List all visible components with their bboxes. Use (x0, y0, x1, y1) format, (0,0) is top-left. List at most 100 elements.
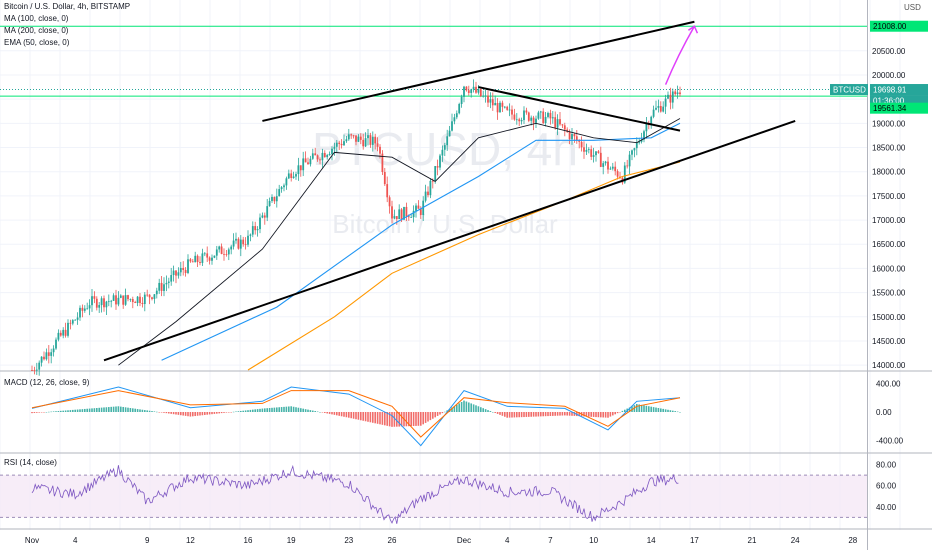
macd-histogram-bar (340, 412, 343, 417)
candle-body (283, 185, 285, 188)
candle-body (295, 174, 297, 177)
time-tick-label: Nov (25, 536, 39, 545)
macd-histogram-bar (396, 412, 398, 427)
macd-histogram-bar (177, 412, 180, 415)
macd-histogram-bar (535, 412, 537, 417)
candle-body (88, 305, 91, 309)
candle-body (91, 296, 93, 306)
candle-body (211, 257, 213, 261)
macd-histogram-bar (614, 412, 616, 415)
macd-histogram-bar (254, 409, 256, 412)
macd-histogram-bar (583, 412, 585, 417)
macd-histogram-bar (660, 408, 662, 412)
price-tick-label: 18000.00 (872, 168, 906, 177)
rsi-line (31, 464, 679, 524)
candle-body (71, 320, 74, 324)
candle-body (357, 136, 360, 142)
macd-histogram-bar (259, 408, 261, 412)
candle-body (206, 253, 209, 258)
candle-body (367, 135, 369, 139)
candle-body (465, 86, 468, 91)
watermark-name: Bitcoin / U.S. Dollar (332, 209, 558, 239)
candle-body (472, 86, 475, 90)
time-tick-label: 26 (388, 536, 397, 545)
macd-histogram-bar (105, 407, 108, 412)
candle-body (652, 109, 655, 117)
candle-body (535, 118, 537, 123)
candle-body (167, 281, 170, 283)
macd-histogram-bar (561, 412, 564, 416)
macd-histogram-bar (516, 412, 518, 418)
macd-histogram-bar (57, 411, 60, 412)
macd-histogram-bar (60, 410, 62, 412)
candle-body (201, 253, 204, 263)
macd-histogram-bar (213, 412, 216, 414)
macd-histogram-bar (64, 410, 67, 412)
macd-histogram-bar (244, 410, 247, 412)
macd-histogram-bar (165, 412, 168, 414)
candle-body (278, 189, 281, 197)
macd-histogram-bar (352, 412, 355, 419)
macd-histogram-bar (38, 412, 40, 413)
candle-body (271, 196, 273, 201)
candle-body (105, 301, 108, 308)
macd-histogram-bar (88, 408, 91, 412)
candle-body (307, 162, 309, 165)
candle-body (81, 307, 84, 311)
macd-tick-label: 0.00 (876, 408, 892, 417)
macd-histogram-bar (655, 407, 657, 412)
candle-body (335, 142, 338, 147)
candle-body (542, 111, 545, 124)
candle-body (520, 120, 523, 122)
candle-body (513, 114, 516, 120)
candle-body (103, 298, 105, 308)
candle-body (501, 102, 504, 107)
macd-histogram-bar (216, 412, 218, 414)
candle-body (398, 209, 401, 220)
candle-body (595, 151, 597, 156)
candle-body (199, 261, 201, 263)
candle-body (100, 298, 103, 306)
macd-histogram-bar (194, 412, 196, 417)
macd-histogram-bar (55, 411, 57, 412)
channel-bottom-line (103, 119, 796, 362)
candle-body (230, 246, 233, 250)
macd-histogram-bar (669, 410, 672, 412)
macd-histogram-bar (657, 408, 660, 412)
macd-histogram-bar (278, 407, 280, 412)
time-tick-label: 21 (748, 536, 757, 545)
macd-histogram-bar (268, 408, 271, 412)
macd-histogram-bar (206, 412, 208, 415)
candle-body (487, 95, 489, 103)
macd-histogram-bar (571, 412, 573, 416)
candle-body (391, 206, 393, 219)
candle-body (343, 141, 345, 146)
candle-body (609, 168, 612, 170)
candle-body (407, 216, 410, 218)
macd-histogram-bar (103, 407, 105, 412)
candle-body (626, 165, 629, 167)
candle-body (657, 106, 660, 108)
candle-body (460, 96, 463, 105)
macd-histogram-bar (400, 412, 403, 427)
macd-histogram-bar (662, 408, 664, 412)
macd-histogram-bar (484, 409, 487, 412)
candle-body (153, 294, 156, 299)
macd-histogram-bar (172, 412, 175, 415)
candle-body (163, 284, 165, 291)
candle-body (568, 131, 571, 140)
macd-histogram-bar (146, 410, 148, 412)
candle-body (326, 155, 329, 158)
candle-body (585, 149, 588, 152)
candle-body (57, 332, 60, 340)
candle-body (614, 166, 617, 172)
time-tick-label: 23 (344, 536, 353, 545)
macd-histogram-bar (316, 411, 319, 413)
candle-body (35, 369, 38, 371)
macd-histogram-bar (482, 408, 484, 412)
macd-histogram-bar (374, 412, 376, 424)
candle-body (131, 299, 134, 303)
countdown-tag: 01:36:00 (870, 95, 928, 107)
candle-body (287, 173, 290, 179)
